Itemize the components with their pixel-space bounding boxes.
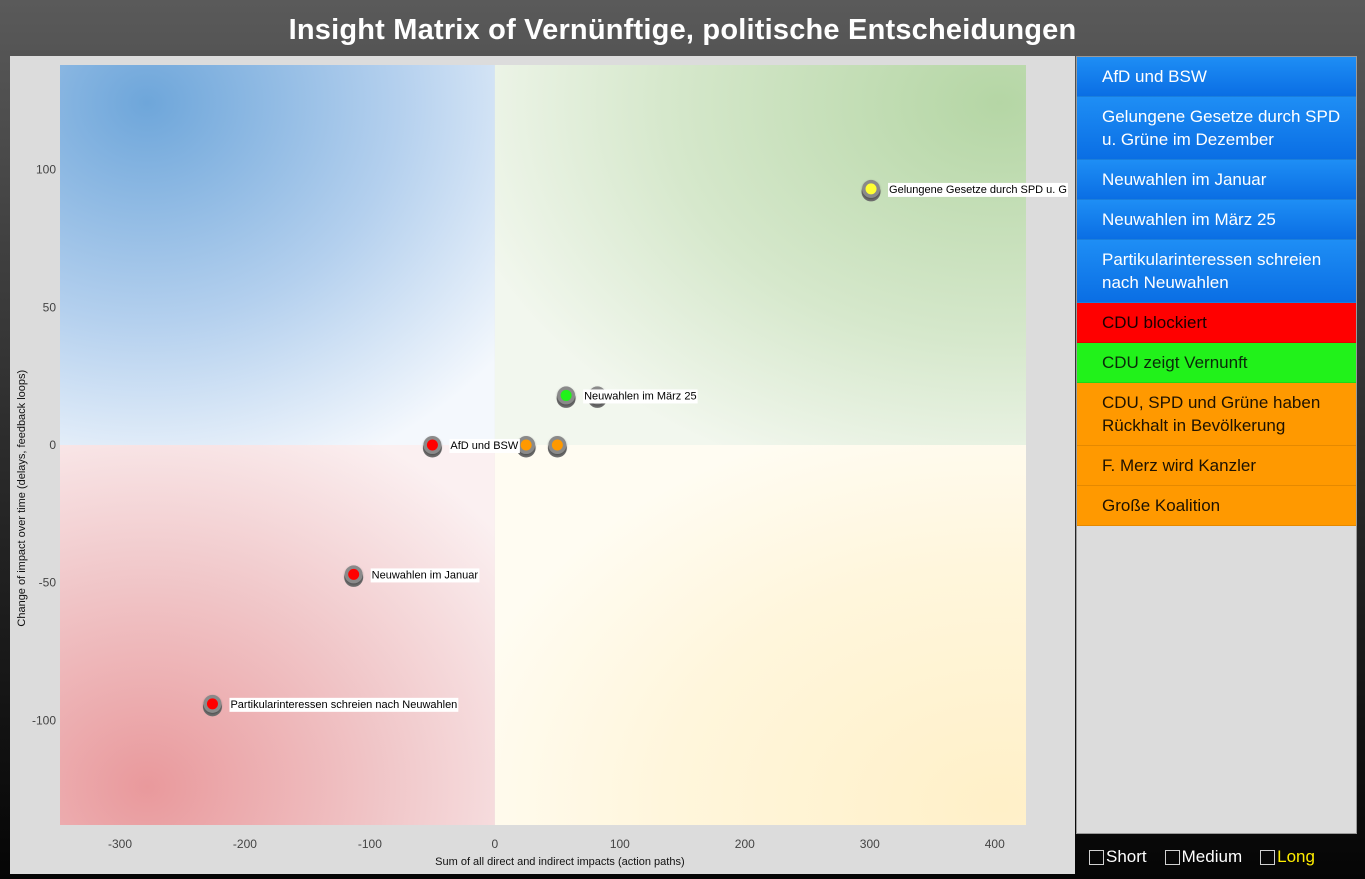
legend-item-label: Gelungene Gesetze durch SPD u. Grüne im …: [1102, 107, 1341, 149]
legend-item-rueckhalt[interactable]: CDU, SPD und Grüne haben Rückhalt in Bev…: [1077, 383, 1356, 446]
data-point[interactable]: Gelungene Gesetze durch SPD u. G: [861, 179, 1068, 202]
medium-checkbox[interactable]: [1164, 849, 1180, 865]
point-label-bg: [583, 389, 698, 404]
x-axis-ticks: -300 -200 -100 0 100 200 300 400: [108, 837, 1005, 851]
data-point[interactable]: [516, 436, 536, 458]
point-label: Neuwahlen im Januar: [372, 569, 479, 581]
legend-item-merz-kanzler[interactable]: F. Merz wird Kanzler: [1077, 446, 1356, 486]
legend-item-label: F. Merz wird Kanzler: [1102, 456, 1256, 475]
quadrant-bottom-right: [494, 445, 1026, 825]
data-point[interactable]: AfD und BSW: [422, 436, 520, 458]
legend-item-label: Partikularinteressen schreien nach Neuwa…: [1102, 250, 1322, 292]
point-label-bg: [229, 697, 459, 712]
legend-item-cdu-blockiert[interactable]: CDU blockiert: [1077, 303, 1356, 343]
point-label-bg: [449, 439, 520, 453]
x-tick-label: -100: [358, 837, 382, 851]
x-tick-label: 100: [610, 837, 630, 851]
y-axis-ticks: 100 50 0 -50 -100: [32, 163, 56, 728]
quadrant-bottom-left: [60, 445, 495, 825]
data-point[interactable]: [547, 436, 567, 458]
page-title: Insight Matrix of Vernünftige, politisch…: [288, 14, 1077, 46]
point-label-bg: [888, 182, 1068, 197]
legend-item-neuwahlen-januar[interactable]: Neuwahlen im Januar: [1077, 160, 1356, 200]
quadrant-top-left: [60, 65, 495, 445]
point-label: Gelungene Gesetze durch SPD u. G: [889, 184, 1067, 196]
legend-item-cdu-zeigt-vernunft[interactable]: CDU zeigt Vernunft: [1077, 343, 1356, 383]
legend-item-neuwahlen-maerz[interactable]: Neuwahlen im März 25: [1077, 200, 1356, 240]
filter-long[interactable]: Long: [1260, 847, 1315, 867]
legend-panel: AfD und BSW Gelungene Gesetze durch SPD …: [1076, 56, 1357, 834]
x-tick-label: 0: [492, 837, 499, 851]
point-dot: [206, 698, 218, 710]
y-axis-label: Change of impact over time (delays, feed…: [16, 370, 28, 627]
point-dot: [426, 439, 438, 451]
legend-item-label: Neuwahlen im Januar: [1102, 170, 1267, 189]
x-tick-label: 300: [860, 837, 880, 851]
y-tick-label: 50: [43, 300, 57, 314]
quadrant-backgrounds: [60, 65, 1026, 825]
long-checkbox[interactable]: [1260, 849, 1276, 865]
data-point[interactable]: Partikularinteressen schreien nach Neuwa…: [202, 694, 459, 717]
point-label: AfD und BSW: [450, 440, 518, 452]
chart-panel: 100 50 0 -50 -100 -300 -200 -100 0 100 200 300 400 …: [10, 56, 1075, 874]
short-checkbox[interactable]: [1089, 849, 1104, 865]
x-tick-label: 200: [735, 837, 755, 851]
filter-medium[interactable]: Medium: [1164, 847, 1243, 867]
legend-item-label: CDU zeigt Vernunft: [1102, 353, 1248, 372]
point-dot: [520, 439, 532, 451]
legend-item-partikularinteressen[interactable]: Partikularinteressen schreien nach Neuwa…: [1077, 240, 1356, 303]
legend-item-label: Große Koalition: [1102, 496, 1221, 515]
timeframe-filters: Short Medium Long: [1089, 845, 1315, 869]
legend-item-afd-bsw[interactable]: AfD und BSW: [1077, 57, 1356, 97]
legend-item-grosse-koalition[interactable]: Große Koalition: [1077, 486, 1356, 526]
data-point[interactable]: Neuwahlen im Januar: [344, 565, 480, 587]
y-tick-label: 0: [49, 438, 56, 452]
filter-long-label: Long: [1277, 847, 1315, 866]
point-dot: [348, 568, 360, 580]
data-point[interactable]: Neuwahlen im März 25: [556, 386, 698, 408]
y-tick-label: 100: [36, 163, 56, 177]
legend-item-label: Neuwahlen im März 25: [1102, 210, 1276, 229]
legend-item-label: AfD und BSW: [1102, 67, 1207, 86]
x-axis-label: Sum of all direct and indirect impacts (…: [435, 856, 684, 868]
point-label: Neuwahlen im März 25: [584, 390, 697, 402]
filter-medium-label: Medium: [1181, 847, 1243, 866]
y-tick-label: -50: [39, 576, 57, 590]
quadrant-top-right: [494, 65, 1026, 445]
y-tick-label: -100: [32, 713, 56, 727]
filter-short-label: Short: [1106, 847, 1147, 866]
filter-short[interactable]: Short: [1089, 847, 1147, 867]
data-points: Gelungene Gesetze durch SPD u. G Neuwahle…: [202, 179, 1068, 717]
legend-item-gelungene-gesetze[interactable]: Gelungene Gesetze durch SPD u. Grüne im …: [1077, 97, 1356, 160]
point-dot: [551, 439, 563, 451]
point-dot: [865, 183, 877, 195]
point-label: Partikularinteressen schreien nach Neuwa…: [230, 699, 457, 711]
legend-item-label: CDU, SPD und Grüne haben Rückhalt in Bev…: [1102, 393, 1321, 435]
point-label-bg: [370, 568, 480, 583]
x-tick-label: 400: [985, 837, 1005, 851]
legend-item-label: CDU blockiert: [1102, 313, 1207, 332]
point-dot: [560, 389, 572, 401]
x-tick-label: -300: [108, 837, 132, 851]
x-tick-label: -200: [233, 837, 257, 851]
